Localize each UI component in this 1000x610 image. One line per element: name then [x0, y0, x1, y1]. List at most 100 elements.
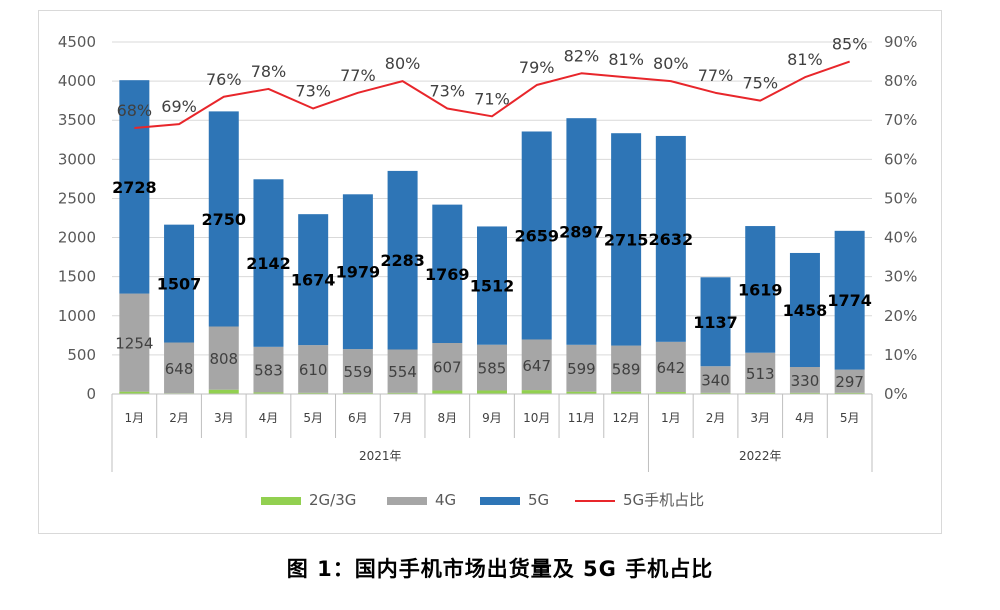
y-tick-left: 4500 — [58, 33, 96, 51]
y-tick-left: 1500 — [58, 268, 96, 286]
bar-5g — [745, 226, 776, 353]
y-tick-right: 30% — [884, 268, 917, 286]
data-label-pct: 80% — [385, 54, 421, 73]
x-tick-label: 7月 — [393, 411, 413, 425]
x-tick-label: 11月 — [568, 411, 595, 425]
bar-4g — [655, 341, 686, 393]
bar-4g — [834, 369, 865, 393]
x-tick-label: 3月 — [214, 411, 234, 425]
y-tick-left: 2000 — [58, 229, 96, 247]
data-label-pct: 76% — [206, 70, 242, 89]
data-label-pct: 80% — [653, 54, 689, 73]
data-label-pct: 78% — [251, 62, 287, 81]
y-tick-right: 60% — [884, 150, 917, 168]
bar-2g3g — [253, 392, 284, 394]
data-label-4g: 513 — [746, 365, 775, 383]
y-tick-left: 4000 — [58, 72, 96, 90]
data-label-5g: 1619 — [738, 280, 783, 299]
data-label-pct: 77% — [698, 66, 734, 85]
x-tick-label: 4月 — [259, 411, 279, 425]
y-tick-right: 50% — [884, 189, 917, 207]
data-label-4g: 1254 — [115, 335, 153, 353]
chart-svg: 0 500 1000 1500 2000 2500 3000 3500 4000 4500 0% 10… — [58, 33, 918, 509]
bar-2g3g — [477, 390, 507, 394]
data-label-5g: 2659 — [514, 226, 559, 245]
bar-5g — [655, 135, 686, 342]
x-group-label: 2022年 — [739, 449, 782, 463]
bar-5g — [342, 194, 373, 350]
data-label-4g: 585 — [478, 360, 507, 378]
x-tick-label: 1月 — [661, 411, 681, 425]
y-tick-left: 0 — [86, 385, 96, 403]
x-tick-label: 5月 — [303, 411, 323, 425]
y-tick-right: 40% — [884, 229, 917, 247]
data-label-pct: 79% — [519, 58, 555, 77]
bar-5g — [253, 179, 284, 347]
data-label-5g: 1674 — [291, 271, 336, 290]
data-label-5g: 1458 — [783, 301, 828, 320]
data-label-4g: 808 — [209, 350, 238, 368]
bar-4g — [432, 342, 463, 391]
bar-5g — [477, 226, 507, 345]
data-label-5g: 2715 — [604, 230, 649, 249]
bar-4g — [566, 344, 597, 392]
bar-5g — [387, 170, 418, 350]
data-label-4g: 648 — [165, 360, 194, 378]
bar-4g — [342, 349, 373, 393]
x-tick-label: 12月 — [612, 411, 639, 425]
legend-swatch — [387, 497, 427, 505]
bar-4g — [208, 326, 239, 390]
data-label-pct: 69% — [161, 97, 197, 116]
bar-5g — [298, 214, 329, 346]
data-label-5g: 1507 — [157, 275, 202, 294]
data-label-5g: 2283 — [380, 251, 425, 270]
bar-2g3g — [521, 390, 552, 394]
data-label-4g: 340 — [701, 372, 730, 390]
y-tick-right: 0% — [884, 385, 908, 403]
data-label-4g: 297 — [835, 373, 864, 391]
data-label-pct: 81% — [608, 50, 644, 69]
data-label-5g: 1979 — [336, 263, 381, 282]
data-label-4g: 589 — [612, 361, 641, 379]
bar-2g3g — [119, 391, 150, 394]
data-label-4g: 583 — [254, 362, 283, 380]
bar-5g — [566, 118, 597, 345]
x-tick-label: 9月 — [482, 411, 502, 425]
bar-2g3g — [745, 392, 776, 394]
data-label-5g: 2750 — [201, 210, 246, 229]
y-tick-left: 3000 — [58, 150, 96, 168]
x-group-label: 2021年 — [359, 449, 402, 463]
bar-5g — [700, 277, 731, 367]
figure-caption: 图 1：国内手机市场出货量及 5G 手机占比 — [286, 557, 714, 581]
y-tick-left: 3500 — [58, 111, 96, 129]
data-label-pct: 77% — [340, 66, 376, 85]
data-label-5g: 2728 — [112, 178, 157, 197]
legend-label: 2G/3G — [309, 491, 356, 509]
legend-label: 5G手机占比 — [623, 491, 704, 509]
chart-frame: 0 500 1000 1500 2000 2500 3000 3500 4000 4500 0% 10… — [38, 10, 942, 534]
data-label-5g: 1512 — [470, 277, 515, 296]
bar-2g3g — [566, 391, 597, 394]
x-tick-label: 8月 — [437, 411, 457, 425]
bar-5g — [119, 80, 150, 294]
bar-2g3g — [208, 389, 239, 394]
data-label-4g: 554 — [388, 363, 417, 381]
data-label-4g: 330 — [791, 372, 820, 390]
y-tick-left: 2500 — [58, 189, 96, 207]
bar-4g — [253, 346, 284, 393]
data-label-pct: 82% — [564, 46, 600, 65]
bar-4g — [298, 345, 329, 393]
bar-5g — [789, 252, 820, 368]
data-label-4g: 647 — [522, 357, 551, 375]
data-label-5g: 2142 — [246, 254, 291, 273]
y-tick-right: 80% — [884, 72, 917, 90]
x-tick-label: 5月 — [840, 411, 860, 425]
data-label-4g: 559 — [344, 363, 373, 381]
data-label-pct: 71% — [474, 89, 510, 108]
data-label-5g: 1769 — [425, 265, 470, 284]
bar-4g — [611, 345, 642, 392]
data-label-5g: 2632 — [649, 230, 694, 249]
bar-5g — [432, 204, 463, 343]
bar-2g3g — [432, 390, 463, 394]
x-tick-label: 3月 — [750, 411, 770, 425]
